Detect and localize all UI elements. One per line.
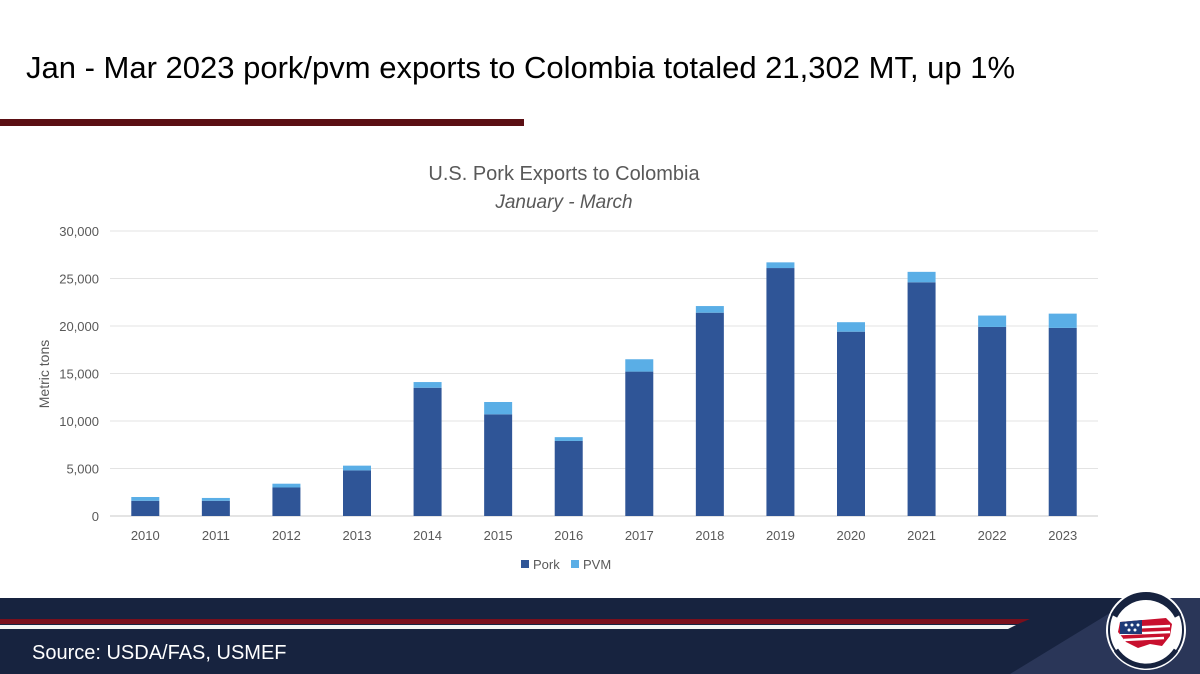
y-axis-label: Metric tons xyxy=(36,340,52,408)
source-note: Source: USDA/FAS, USMEF xyxy=(32,642,287,664)
bar-pork-2017 xyxy=(625,371,654,516)
legend-swatch-pork xyxy=(521,560,529,568)
legend-label-pvm: PVM xyxy=(583,557,611,572)
bar-pvm-2012 xyxy=(272,483,301,488)
bar-pork-2021 xyxy=(907,282,936,516)
bar-pvm-2017 xyxy=(625,359,654,372)
bar-pvm-2020 xyxy=(837,322,865,332)
chart-title: U.S. Pork Exports to Colombia xyxy=(428,163,700,185)
bar-pork-2011 xyxy=(201,500,230,516)
x-tick-label: 2013 xyxy=(343,528,372,543)
x-tick-label: 2019 xyxy=(766,528,795,543)
bar-pvm-2013 xyxy=(343,465,371,471)
bar-pvm-2022 xyxy=(978,315,1007,327)
bar-pvm-2010 xyxy=(131,497,160,501)
bar-pvm-2021 xyxy=(907,271,936,283)
bar-pork-2023 xyxy=(1048,327,1077,516)
y-tick-label: 20,000 xyxy=(59,319,99,334)
bar-pork-2016 xyxy=(554,440,583,516)
bar-pork-2015 xyxy=(484,414,513,516)
bar-pvm-2011 xyxy=(201,497,230,501)
bar-pork-2013 xyxy=(343,470,371,516)
x-tick-label: 2017 xyxy=(625,528,654,543)
x-tick-label: 2012 xyxy=(272,528,301,543)
x-tick-label: 2016 xyxy=(554,528,583,543)
bar-pork-2014 xyxy=(413,387,442,516)
y-tick-label: 10,000 xyxy=(59,414,99,429)
slide-headline: Jan - Mar 2023 pork/pvm exports to Colom… xyxy=(26,50,1016,85)
x-tick-label: 2020 xyxy=(837,528,866,543)
chart-subtitle: January - March xyxy=(494,192,632,213)
x-tick-label: 2011 xyxy=(202,528,230,543)
stacked-bar-chart: U.S. Pork Exports to Colombia January - … xyxy=(36,163,1098,572)
bar-pvm-2018 xyxy=(695,306,724,313)
bar-pvm-2014 xyxy=(413,382,442,388)
y-tick-label: 30,000 xyxy=(59,224,99,239)
usmef-logo xyxy=(1106,590,1186,670)
x-tick-label: 2010 xyxy=(131,528,160,543)
x-tick-label: 2015 xyxy=(484,528,513,543)
legend-swatch-pvm xyxy=(571,560,579,568)
bar-pvm-2015 xyxy=(484,402,513,415)
bar-pork-2012 xyxy=(272,487,301,516)
bar-pork-2019 xyxy=(766,268,795,516)
y-tick-label: 0 xyxy=(92,509,99,524)
bar-pvm-2023 xyxy=(1048,313,1077,328)
bar-pork-2022 xyxy=(978,326,1007,516)
bar-pvm-2016 xyxy=(554,437,583,441)
title-underline xyxy=(0,119,524,126)
x-tick-label: 2018 xyxy=(695,528,724,543)
x-tick-label: 2022 xyxy=(978,528,1007,543)
legend-label-pork: Pork xyxy=(533,557,560,572)
bar-pvm-2019 xyxy=(766,262,795,269)
bar-pork-2010 xyxy=(131,500,160,516)
bar-pork-2018 xyxy=(695,312,724,516)
x-tick-label: 2014 xyxy=(413,528,442,543)
bar-pork-2020 xyxy=(837,331,865,516)
x-tick-label: 2021 xyxy=(907,528,936,543)
y-tick-label: 25,000 xyxy=(59,272,99,287)
y-tick-label: 5,000 xyxy=(66,462,99,477)
x-tick-label: 2023 xyxy=(1048,528,1077,543)
y-tick-label: 15,000 xyxy=(59,367,99,382)
